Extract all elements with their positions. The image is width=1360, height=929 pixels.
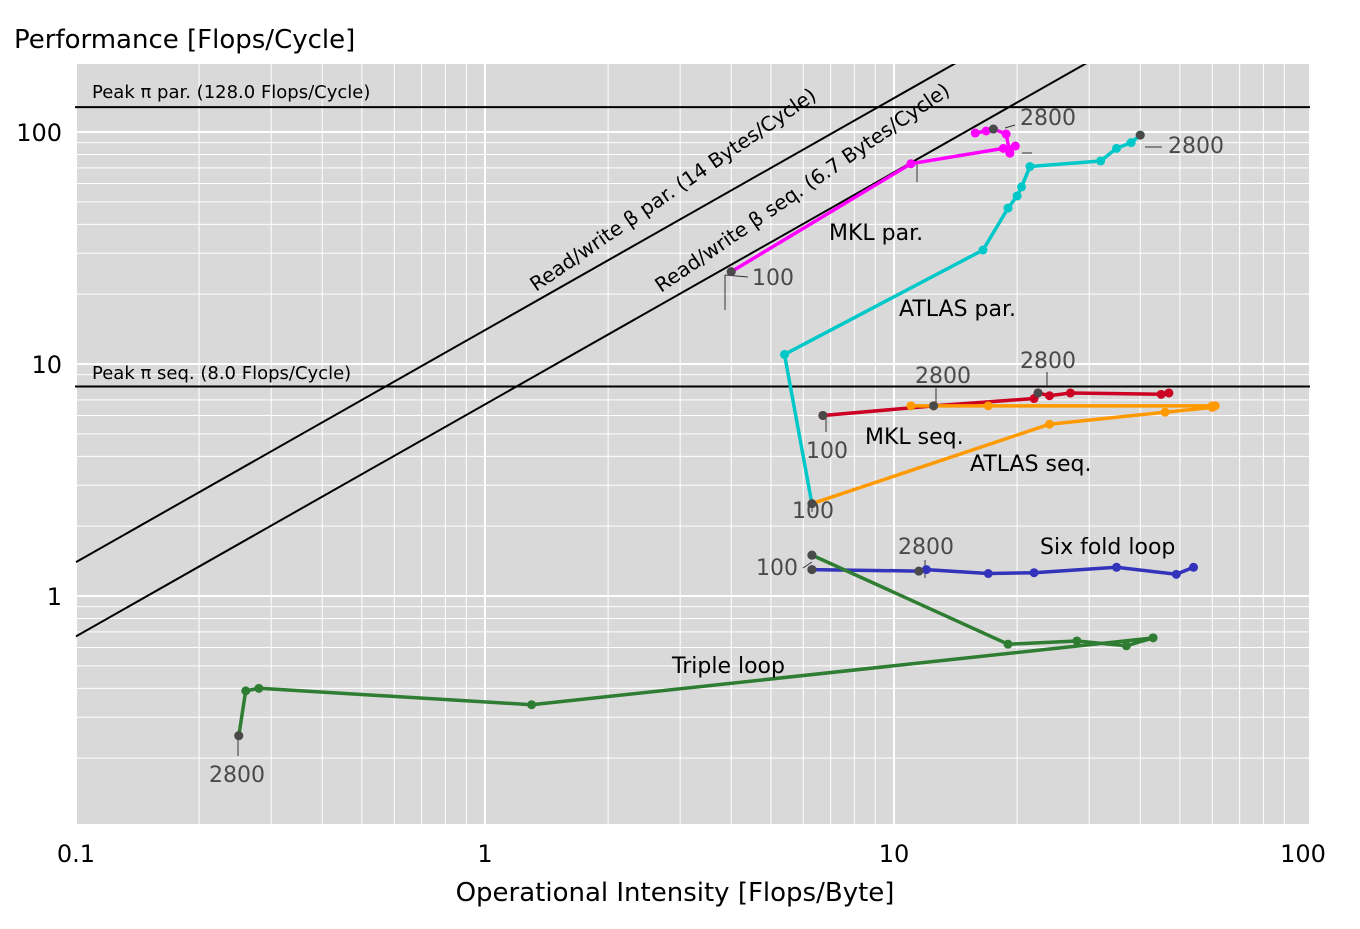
- data-point-triple-loop: [241, 686, 251, 696]
- data-point-triple-loop: [1003, 639, 1013, 649]
- endpoint-marker: [234, 731, 244, 741]
- y-axis-ticks: 1 10 100: [16, 119, 62, 611]
- data-point-mkl-seq: [1045, 391, 1055, 401]
- x-tick-label: 0.1: [57, 840, 95, 868]
- annotation-mkl-par-2800: 2800: [1020, 106, 1076, 131]
- data-point-mkl-seq: [1156, 389, 1166, 399]
- data-point-atlas-seq: [983, 401, 993, 411]
- data-point-triple-loop: [527, 700, 537, 710]
- endpoint-marker: [929, 401, 939, 411]
- data-point-atlas-seq: [906, 401, 916, 411]
- annotation-triple-loop-2800: 2800: [209, 763, 265, 788]
- data-point-mkl-par: [981, 126, 991, 136]
- annotation-mkl-par-100: 100: [752, 266, 794, 291]
- data-point-six-fold-loop: [921, 565, 931, 575]
- plot-area: [75, 64, 1310, 824]
- data-point-atlas-par: [1096, 156, 1106, 166]
- series-label-mkl-par: MKL par.: [829, 221, 923, 246]
- x-tick-label: 1: [477, 840, 492, 868]
- data-point-mkl-seq: [1164, 388, 1174, 398]
- endpoint-marker: [1135, 130, 1145, 140]
- data-point-triple-loop: [1148, 633, 1158, 643]
- endpoint-marker: [807, 565, 817, 575]
- chart-title: Performance [Flops/Cycle]: [14, 25, 355, 55]
- series-label-mkl-seq: MKL seq.: [865, 425, 964, 450]
- annotation-leader: [802, 561, 813, 569]
- data-point-atlas-par: [1126, 138, 1136, 148]
- endpoint-marker: [1033, 388, 1043, 398]
- major-gridlines: [75, 64, 1311, 824]
- annotation-atlas-seq-100: 100: [792, 499, 834, 524]
- data-point-atlas-par: [1112, 143, 1122, 153]
- series-label-six-fold-loop: Six fold loop: [1040, 535, 1175, 560]
- data-point-mkl-par: [1001, 129, 1011, 139]
- data-point-six-fold-loop: [983, 569, 993, 579]
- x-tick-label: 10: [879, 840, 910, 868]
- data-point-six-fold-loop: [1112, 562, 1122, 572]
- data-point-mkl-par: [906, 159, 916, 169]
- data-point-mkl-par: [970, 128, 980, 138]
- endpoint-marker: [914, 566, 924, 576]
- annotation-atlas-seq-2800: 2800: [915, 364, 971, 389]
- data-point-atlas-par: [978, 245, 988, 255]
- endpoint-marker: [726, 267, 736, 277]
- series-label-atlas-par: ATLAS par.: [899, 297, 1016, 322]
- bandwidth-line-par: [75, 64, 957, 563]
- endpoint-marker: [818, 410, 828, 420]
- data-point-atlas-seq: [1207, 401, 1217, 411]
- x-axis-label: Operational Intensity [Flops/Byte]: [456, 878, 895, 908]
- minor-gridlines: [75, 64, 1310, 824]
- annotation-six-fold-2800: 2800: [898, 535, 954, 560]
- annotation-mkl-seq-100: 100: [806, 439, 848, 464]
- data-point-six-fold-loop: [1171, 569, 1181, 579]
- annotation-leader: [1004, 124, 1016, 129]
- x-tick-label: 100: [1280, 840, 1326, 868]
- data-point-mkl-seq: [1065, 388, 1075, 398]
- x-axis-ticks: 0.1 1 10 100: [57, 840, 1326, 868]
- annotation-six-fold-100: 100: [756, 556, 798, 581]
- data-point-triple-loop: [1072, 636, 1082, 646]
- data-point-atlas-par: [1025, 162, 1035, 172]
- data-point-six-fold-loop: [1029, 568, 1039, 578]
- peak-label-par: Peak π par. (128.0 Flops/Cycle): [92, 82, 370, 103]
- data-point-atlas-par: [1012, 191, 1022, 201]
- data-point-triple-loop: [254, 683, 264, 693]
- bandwidth-line-seq: [75, 64, 1088, 638]
- endpoint-marker: [807, 499, 817, 509]
- y-tick-label: 1: [47, 583, 62, 611]
- data-point-six-fold-loop: [1189, 562, 1199, 572]
- data-point-mkl-par: [1005, 148, 1015, 158]
- series-label-triple-loop: Triple loop: [671, 654, 785, 679]
- data-point-mkl-par: [998, 143, 1008, 153]
- annotation-atlas-par-2800: 2800: [1168, 134, 1224, 159]
- endpoint-marker: [807, 550, 817, 560]
- data-point-atlas-seq: [1045, 419, 1055, 429]
- series-layer: [234, 124, 1220, 741]
- data-point-atlas-par: [780, 349, 790, 359]
- series-label-atlas-seq: ATLAS seq.: [970, 452, 1092, 477]
- data-point-mkl-par: [1010, 141, 1020, 151]
- data-point-atlas-par: [1003, 203, 1013, 213]
- peak-label-seq: Peak π seq. (8.0 Flops/Cycle): [92, 363, 351, 384]
- annotation-mkl-seq-2800: 2800: [1020, 349, 1076, 374]
- data-point-atlas-seq: [1160, 407, 1170, 417]
- annotation-leaders: [237, 124, 1162, 756]
- data-point-atlas-par: [1017, 182, 1027, 192]
- y-tick-label: 10: [31, 351, 62, 379]
- y-tick-label: 100: [16, 119, 62, 147]
- data-point-triple-loop: [1121, 641, 1131, 651]
- endpoint-marker: [988, 124, 998, 134]
